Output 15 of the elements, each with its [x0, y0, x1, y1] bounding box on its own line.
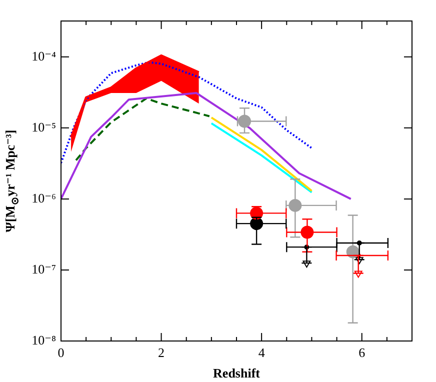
y-tick-label: 10⁻⁶: [32, 190, 56, 206]
y-tick-label: 10⁻⁴: [32, 48, 56, 64]
y-tick-label: 10⁻⁵: [32, 119, 56, 134]
line-series: [75, 97, 210, 162]
y-tick-label: 10⁻⁷: [32, 261, 56, 276]
x-tick-label: 0: [58, 345, 64, 360]
x-axis-title: Redshift: [213, 366, 261, 381]
x-tick-label: 2: [158, 345, 165, 360]
point: [302, 260, 311, 268]
x-tick-label: 4: [258, 345, 266, 360]
x-tick-label: 6: [358, 345, 366, 360]
y-tick-label: 10⁻⁸: [32, 332, 56, 348]
point: [355, 257, 364, 264]
line-series: [61, 61, 313, 164]
point: [354, 270, 362, 278]
